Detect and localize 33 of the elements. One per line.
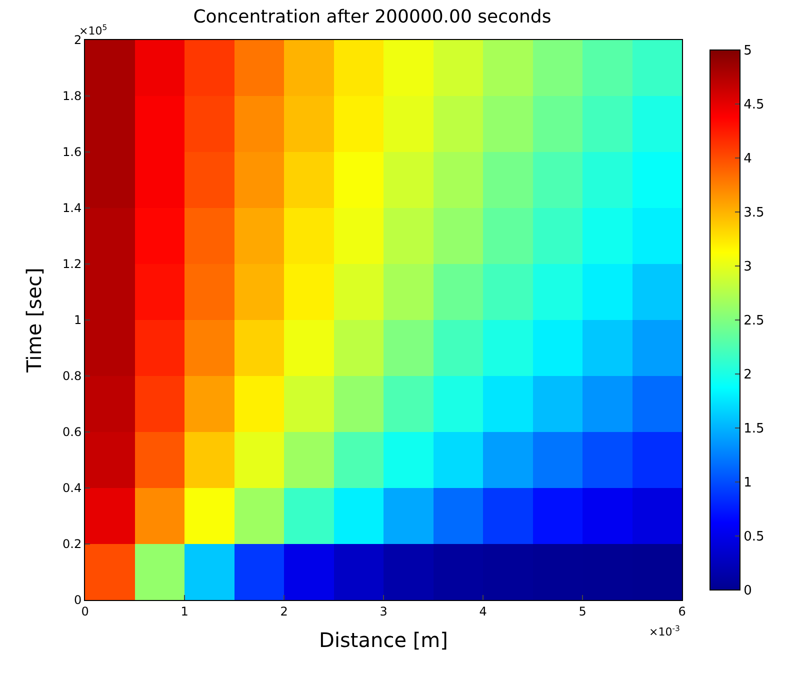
y-tick-label: 1: [74, 313, 82, 328]
x-tick-label: 3: [380, 604, 388, 618]
x-tick-label: 4: [479, 604, 487, 618]
y-tick-label: 1.2: [62, 257, 82, 272]
y-tick-label: 0.8: [62, 369, 82, 384]
x-tick-label: 2: [280, 604, 288, 618]
y-tick-label: 0.2: [62, 537, 82, 552]
y-tick-label: 2: [74, 33, 82, 48]
y-tick-label: 1.6: [62, 145, 82, 160]
color-bar-label: 3.5: [744, 206, 764, 221]
y-axis-title: Time [sec]: [22, 268, 46, 374]
y-tick-label: 1.4: [62, 201, 82, 216]
color-bar-label: 4: [744, 152, 752, 167]
y-tick-label: 0.4: [62, 481, 82, 496]
y-tick-label: 0: [74, 593, 82, 608]
color-bar-label: 0: [744, 584, 752, 599]
y-tick-label: 0.6: [62, 425, 82, 440]
color-bar-label: 2: [744, 368, 752, 383]
color-bar-label: 3: [744, 260, 752, 275]
color-bar-label: 1.5: [744, 422, 764, 437]
color-bar-label: 5: [744, 44, 752, 59]
color-bar-label: 4.5: [744, 98, 764, 113]
text: ×10$^{-3}$: [649, 624, 680, 639]
x-axis-title: Distance [m]: [319, 628, 448, 652]
color-bar-label: 1: [744, 476, 752, 491]
x-tick-label: 1: [180, 604, 188, 618]
y-tick-label: 1.8: [62, 89, 82, 104]
color-bar-label: 0.5: [744, 530, 764, 545]
x-tick-label: 6: [678, 604, 686, 618]
color-bar-label: 2.5: [744, 314, 764, 329]
text: ×10$^{5}$: [79, 23, 108, 38]
chart-title: Concentration after 200000.00 seconds: [193, 6, 552, 28]
x-tick-label: 5: [578, 604, 586, 618]
